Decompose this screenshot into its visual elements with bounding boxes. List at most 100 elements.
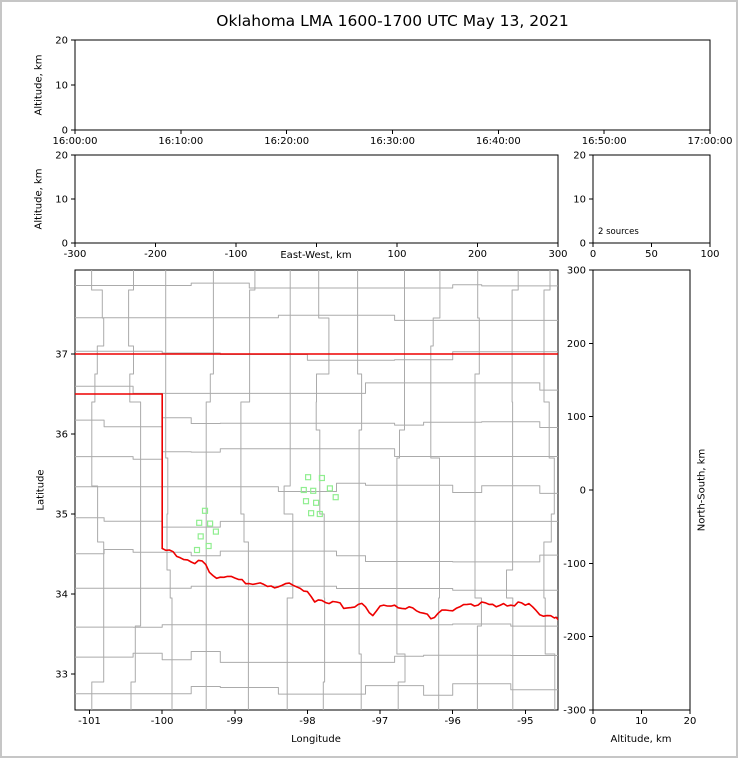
ns-height-y-tick-label: 300 xyxy=(567,266,586,277)
lma-green-square-marker xyxy=(207,520,214,527)
ew-height-panel-border xyxy=(74,154,559,244)
map-ylabel: Latitude xyxy=(35,469,47,511)
county-line xyxy=(75,282,558,289)
time-height-x-tick-label: 16:20:00 xyxy=(264,136,309,147)
county-line xyxy=(75,683,558,696)
time-height-y-tick-label: 10 xyxy=(55,81,68,92)
source-count-annotation: 2 sources xyxy=(598,227,639,237)
alt-histogram-y-tick-label: 0 xyxy=(580,239,586,250)
ew-height-y-tick-label: 10 xyxy=(55,195,68,206)
lma-green-square-marker xyxy=(212,528,219,535)
county-line xyxy=(75,314,558,321)
county-line xyxy=(357,270,363,710)
alt-histogram-y-tick-label: 10 xyxy=(573,195,586,206)
map-x-tick-label: -98 xyxy=(299,716,315,727)
map-y-tick-label: 34 xyxy=(55,590,68,601)
county-line xyxy=(75,382,558,394)
ew-height-x-tick-label: -200 xyxy=(144,249,167,260)
ew-height-x-tick-label: -300 xyxy=(64,249,87,260)
county-line xyxy=(543,270,556,710)
time-height-x-tick-label: 16:10:00 xyxy=(158,136,203,147)
lma-green-square-marker xyxy=(332,494,339,501)
lma-green-square-marker xyxy=(302,498,310,505)
lma-green-square-marker xyxy=(313,499,320,506)
ns-height-x-tick-label: 20 xyxy=(684,716,697,727)
county-line xyxy=(396,270,406,710)
ns-height-x-tick-label: 10 xyxy=(635,716,648,727)
county-line xyxy=(75,448,558,460)
lma-green-square-marker xyxy=(196,519,203,526)
alt-histogram-x-tick-label: 100 xyxy=(700,249,719,260)
lma-green-square-marker xyxy=(201,507,209,514)
ew-height-ylabel: Altitude, km xyxy=(33,168,45,230)
lma-green-square-marker xyxy=(310,487,317,494)
lma-green-square-marker xyxy=(305,474,312,481)
lma-green-square-marker xyxy=(193,546,201,554)
ns-height-y-tick-label: -200 xyxy=(563,632,586,643)
ew-height-x-tick-label: 200 xyxy=(468,249,487,260)
ns-height-ylabel: North-South, km xyxy=(696,448,708,532)
county-line xyxy=(75,549,558,563)
map-y-tick-label: 35 xyxy=(55,510,68,521)
map-xlabel: Longitude xyxy=(287,733,345,746)
map-x-tick-label: -96 xyxy=(445,716,461,727)
ew-height-y-tick-label: 20 xyxy=(55,151,68,162)
map-y-tick-label: 33 xyxy=(55,670,68,681)
county-line xyxy=(75,417,558,428)
ns-height-panel-border xyxy=(592,269,691,711)
alt-histogram-y-tick-label: 20 xyxy=(573,151,586,162)
ew-height-x-tick-label: 100 xyxy=(387,249,406,260)
map-x-tick-label: -95 xyxy=(517,716,533,727)
lma-green-square-marker xyxy=(316,510,323,518)
county-line xyxy=(128,270,142,710)
time-height-x-tick-label: 16:00:00 xyxy=(53,136,98,147)
map-x-tick-label: -99 xyxy=(227,716,243,727)
ns-height-x-tick-label: 0 xyxy=(590,716,596,727)
alt-histogram-x-tick-label: 50 xyxy=(645,249,658,260)
county-line xyxy=(506,270,519,710)
time-height-x-tick-label: 17:00:00 xyxy=(688,136,733,147)
time-height-y-tick-label: 0 xyxy=(62,126,68,137)
county-line xyxy=(75,517,558,528)
map-x-tick-label: -101 xyxy=(78,716,101,727)
ns-height-y-tick-label: -100 xyxy=(563,559,586,570)
county-line xyxy=(75,585,558,591)
time-height-ylabel: Altitude, km xyxy=(33,54,45,116)
lma-green-square-marker xyxy=(205,542,212,550)
time-height-y-tick-label: 20 xyxy=(55,36,68,47)
lma-green-square-marker xyxy=(308,510,315,517)
lma-green-square-marker xyxy=(197,533,204,540)
alt-histogram-x-tick-label: 0 xyxy=(590,249,596,260)
time-height-x-tick-label: 16:40:00 xyxy=(476,136,521,147)
ns-height-y-tick-label: 200 xyxy=(567,339,586,350)
map-y-tick-label: 37 xyxy=(55,350,68,361)
ns-height-y-tick-label: -300 xyxy=(563,706,586,717)
county-line xyxy=(75,651,558,663)
figure-title: Oklahoma LMA 1600-1700 UTC May 13, 2021 xyxy=(216,12,569,30)
time-height-x-tick-label: 16:50:00 xyxy=(582,136,627,147)
ns-height-y-tick-label: 100 xyxy=(567,412,586,423)
county-line xyxy=(205,270,214,710)
ew-height-x-tick-label: -100 xyxy=(225,249,248,260)
map-y-tick-label: 36 xyxy=(55,430,68,441)
county-line xyxy=(240,270,256,710)
lma-green-square-marker xyxy=(318,474,325,482)
ns-height-y-tick-label: 0 xyxy=(580,486,586,497)
lma-green-square-marker xyxy=(300,486,307,494)
county-line xyxy=(430,270,441,710)
county-line xyxy=(91,270,105,710)
county-line xyxy=(474,270,482,710)
map-layers xyxy=(75,270,558,710)
county-line xyxy=(75,350,558,361)
lma-green-square-marker xyxy=(326,485,333,492)
county-line xyxy=(165,270,173,710)
county-line xyxy=(75,623,558,628)
county-line xyxy=(283,270,294,710)
ns-height-xlabel: Altitude, km xyxy=(606,733,676,746)
ew-height-xlabel: East-West, km xyxy=(276,249,356,262)
county-line xyxy=(315,270,330,710)
time-height-x-tick-label: 16:30:00 xyxy=(370,136,415,147)
state-border-red-river xyxy=(161,547,558,621)
